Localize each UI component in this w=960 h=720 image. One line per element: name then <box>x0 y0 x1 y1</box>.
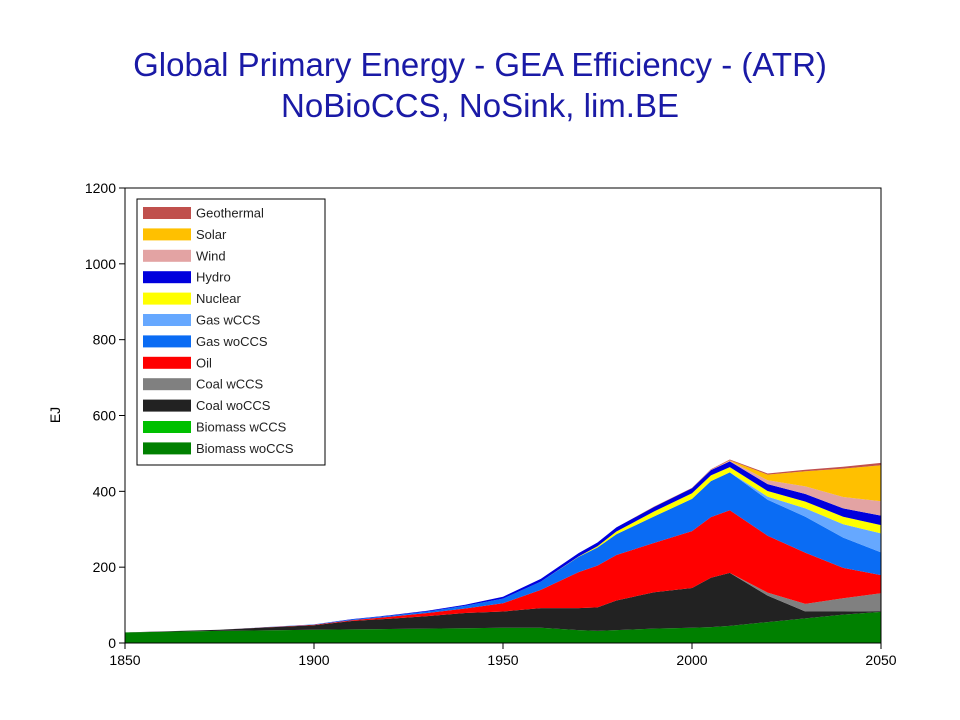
legend-swatch-biomass-woccs <box>143 442 191 455</box>
y-tick-label: 800 <box>93 332 117 348</box>
legend-swatch-nuclear <box>143 292 191 305</box>
legend-box <box>136 198 326 466</box>
area-biomass-woccs <box>125 611 881 643</box>
legend-swatch-solar <box>143 228 191 241</box>
legend: Geothermal Solar Wind Hydro Nuclear Gas wCCS G… <box>136 198 326 466</box>
x-tick-label: 1900 <box>298 652 329 668</box>
y-tick-label: 600 <box>93 408 117 424</box>
area-gas-woccs <box>125 472 881 633</box>
x-tick-label: 2050 <box>865 652 896 668</box>
y-axis: 0 200 400 600 800 1000 1200 <box>85 180 125 651</box>
area-coal-woccs <box>125 572 881 633</box>
legend-label-coal-wccs: Coal wCCS <box>196 377 264 392</box>
legend-label-oil: Oil <box>196 355 212 370</box>
legend-swatch-gas-woccs <box>143 335 191 348</box>
y-tick-label: 400 <box>93 483 117 499</box>
legend-swatch-gas-wccs <box>143 314 191 326</box>
legend-swatch-biomass-wccs <box>143 421 191 433</box>
legend-label-wind: Wind <box>196 248 226 263</box>
x-tick-label: 2000 <box>676 652 707 668</box>
y-tick-label: 1200 <box>85 180 116 196</box>
legend-swatch-wind <box>143 249 191 262</box>
legend-label-coal-woccs: Coal woCCS <box>196 398 271 413</box>
legend-swatch-geothermal <box>143 207 191 219</box>
legend-label-solar: Solar <box>196 227 227 242</box>
legend-label-geothermal: Geothermal <box>196 206 264 221</box>
legend-label-gas-wccs: Gas wCCS <box>196 313 261 328</box>
x-tick-label: 1950 <box>487 652 518 668</box>
area-solar <box>125 460 881 633</box>
chart-title-line1: Global Primary Energy - GEA Efficiency -… <box>133 46 827 83</box>
chart-title: Global Primary Energy - GEA Efficiency -… <box>0 44 960 126</box>
area-series-group <box>125 459 881 643</box>
y-tick-label: 0 <box>108 635 116 651</box>
y-axis-label: EJ <box>47 407 63 423</box>
area-oil <box>125 510 881 633</box>
y-tick-label: 200 <box>93 559 117 575</box>
legend-swatch-coal-wccs <box>143 378 191 391</box>
legend-label-biomass-wccs: Biomass wCCS <box>196 420 287 435</box>
legend-swatch-oil <box>143 356 191 369</box>
legend-label-biomass-woccs: Biomass woCCS <box>196 441 294 456</box>
chart-title-line2: NoBioCCS, NoSink, lim.BE <box>281 87 679 124</box>
legend-label-nuclear: Nuclear <box>196 291 241 306</box>
legend-swatch-hydro <box>143 271 191 284</box>
legend-label-hydro: Hydro <box>196 270 231 285</box>
legend-swatch-coal-woccs <box>143 399 191 412</box>
legend-label-gas-woccs: Gas woCCS <box>196 334 268 349</box>
x-tick-label: 1850 <box>109 652 140 668</box>
x-axis: 1850 1900 1950 2000 2050 <box>109 643 897 668</box>
y-tick-label: 1000 <box>85 256 116 272</box>
area-hydro <box>125 461 881 633</box>
